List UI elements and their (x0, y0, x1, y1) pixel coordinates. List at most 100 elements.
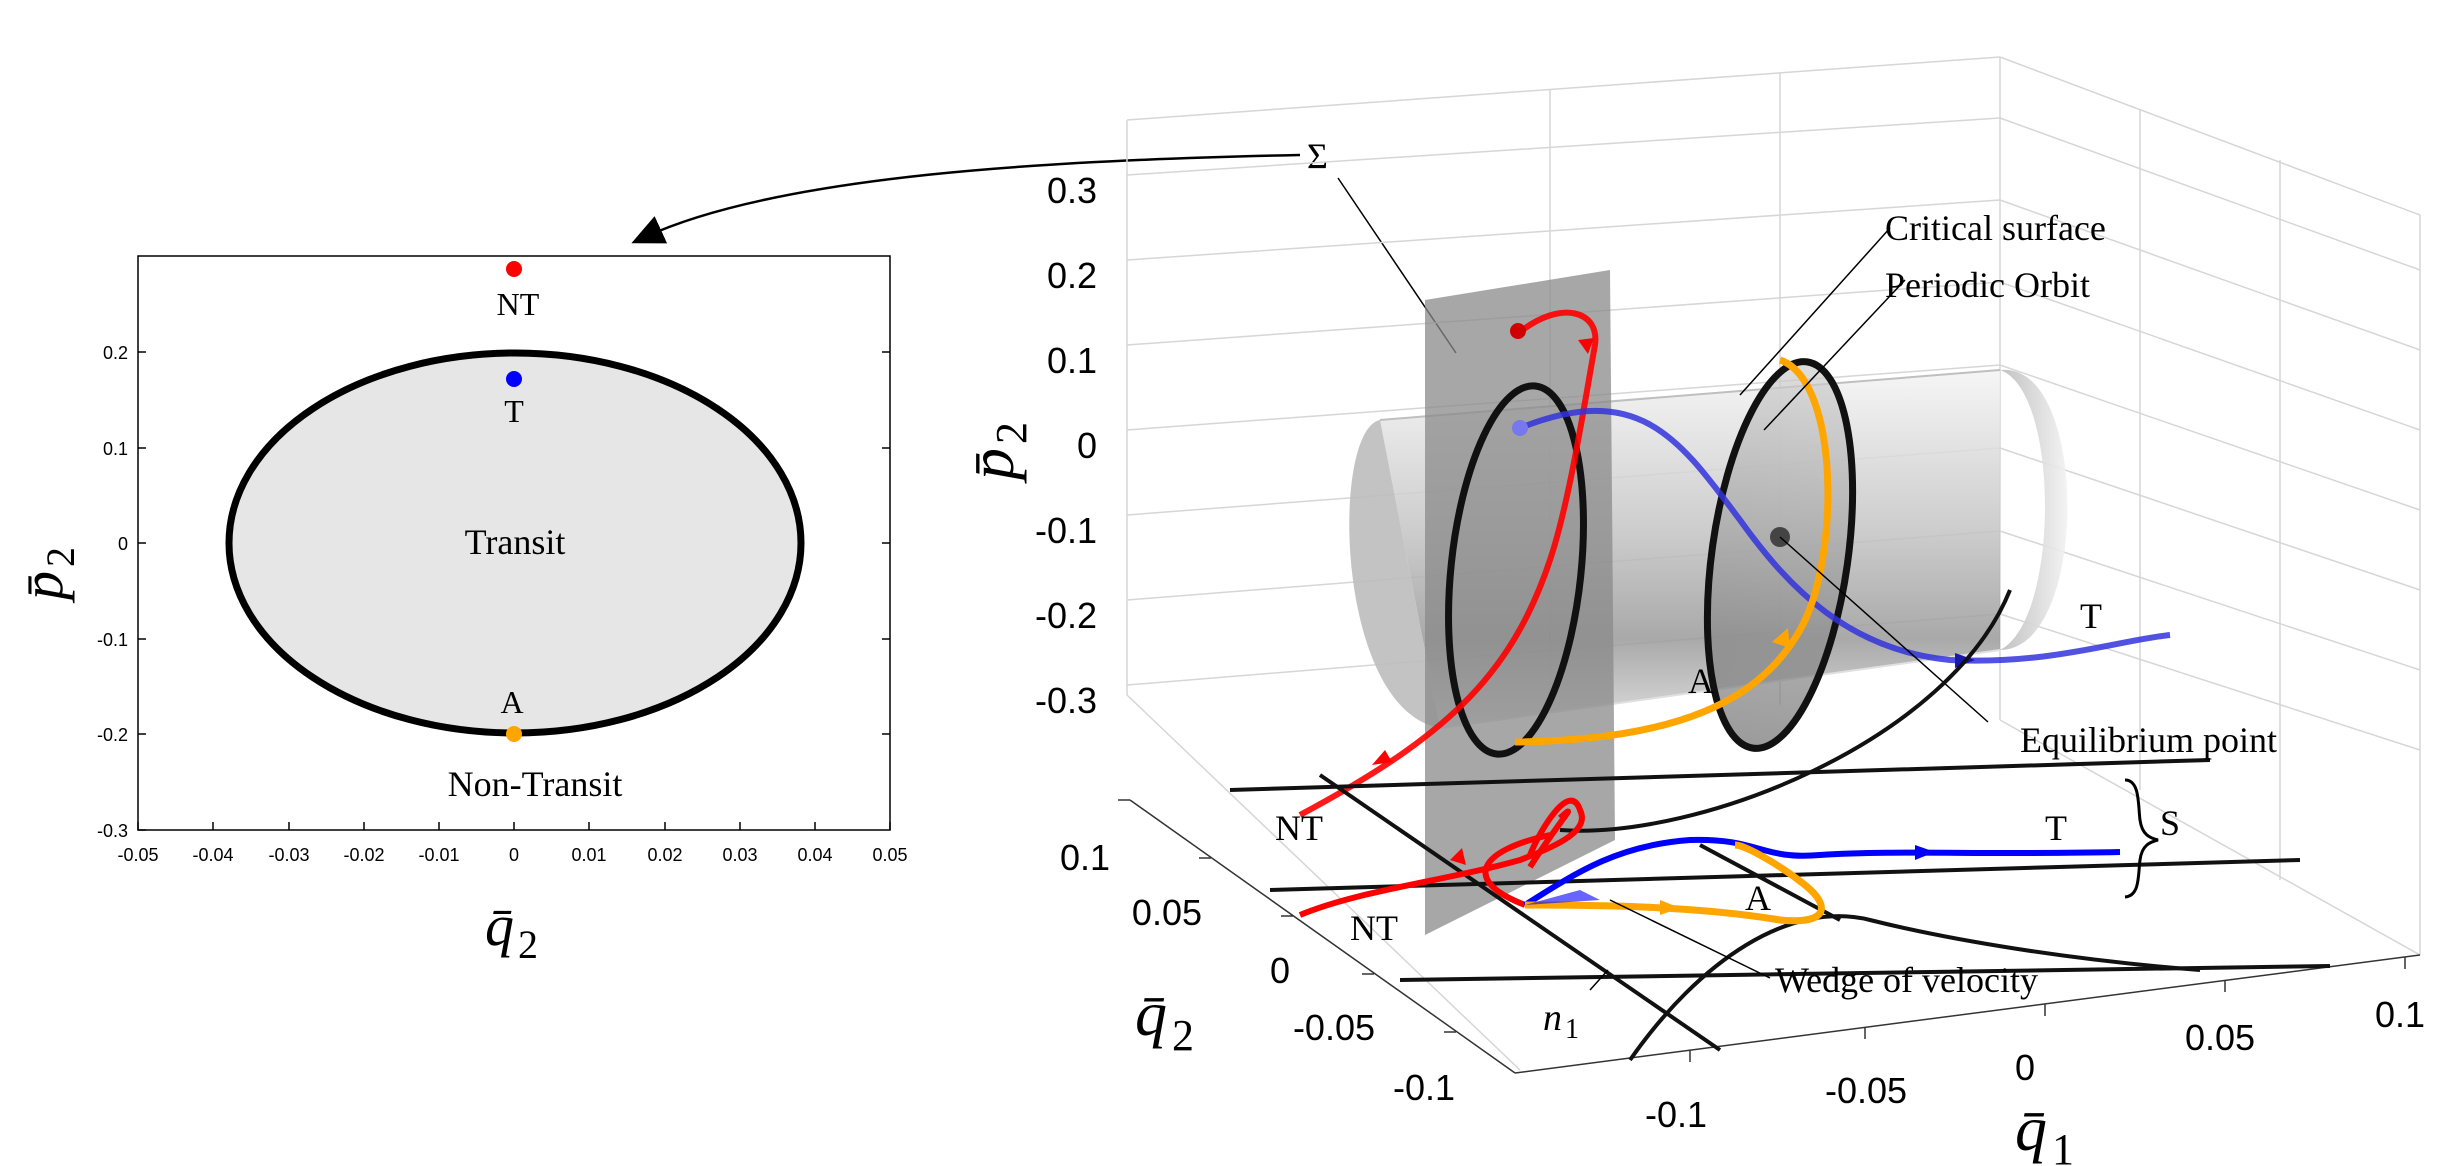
left-ytick: -0.1 (97, 630, 128, 650)
periodic-orbit-disk (1707, 361, 1853, 749)
sigma-label: Σ (1307, 136, 1328, 176)
a-trajectory-upper (1514, 356, 1832, 746)
t-upper-label: T (2080, 596, 2102, 636)
p2-tick: -0.1 (1035, 510, 1097, 551)
wedge-of-velocity (1525, 890, 1600, 905)
nt-start-point (1510, 323, 1526, 339)
nt-lower-label: NT (1350, 908, 1398, 948)
periodic-orbit-label: Periodic Orbit (1885, 265, 2090, 305)
s-label: S (2160, 803, 2180, 843)
left-x-ticks (137, 351, 891, 831)
q2-tick: 0 (1270, 950, 1290, 991)
sigma-arrow (631, 153, 1301, 244)
left-ylabel: p̄ 2 (10, 547, 83, 604)
left-xtick: 0.02 (647, 845, 682, 865)
transit-label: Transit (465, 522, 566, 562)
sigma-plane (1425, 270, 1615, 935)
svg-text:p̄: p̄ (956, 448, 1027, 484)
p2-tick: -0.3 (1035, 680, 1097, 721)
a-trajectory-lower (1524, 841, 1825, 925)
t-trajectory-upper (1518, 408, 2171, 664)
q2-tick: -0.05 (1293, 1007, 1375, 1048)
nt-point (506, 261, 522, 277)
p2-tick: 0.2 (1047, 255, 1097, 296)
q2-axis-label: q̄ 2 (1135, 978, 1194, 1060)
right-plot: 0.3 0.2 0.1 0 -0.1 -0.2 -0.3 0.1 0.05 0 … (956, 56, 2425, 1166)
left-xtick: -0.02 (343, 845, 384, 865)
left-plot: -0.05 -0.04 -0.03 -0.02 -0.01 0 0.01 0.0… (10, 255, 908, 967)
nt-trajectory-lower (1298, 797, 1585, 918)
svg-text:2: 2 (987, 422, 1036, 444)
periodic-orbit-ring (1703, 358, 1857, 752)
nt-upper-label: NT (1275, 808, 1323, 848)
critical-surface-leader (1739, 227, 1891, 396)
nt-lower-loop (1482, 832, 1551, 908)
q1-tick: 0.05 (2185, 1017, 2255, 1058)
q2-tick: 0.1 (1060, 837, 1110, 878)
n1-label: n 1 (1543, 997, 1579, 1045)
q1-axis-label: q̄ 1 (2015, 1093, 2074, 1166)
left-ytick: -0.2 (97, 725, 128, 745)
svg-text:p̄: p̄ (10, 571, 75, 604)
s-brace (2124, 778, 2159, 899)
left-xtick: 0.03 (722, 845, 757, 865)
svg-text:1: 1 (2052, 1125, 2074, 1166)
left-ytick: -0.3 (97, 821, 128, 841)
periodic-orbit-leader (1763, 279, 1906, 431)
p2-axis-label: p̄ 2 (956, 422, 1036, 484)
left-ytick: 0.1 (103, 439, 128, 459)
critical-surface-label: Critical surface (1885, 208, 2106, 248)
equilibrium-leader (1779, 536, 1989, 723)
svg-text:2: 2 (38, 547, 83, 567)
svg-text:q̄: q̄ (485, 893, 514, 958)
a-arrowhead (1772, 628, 1790, 648)
floor-ticks (1118, 799, 2406, 1062)
q2-tick: -0.1 (1393, 1067, 1455, 1108)
t-point-label: T (504, 393, 524, 429)
left-xtick: 0 (509, 845, 519, 865)
svg-text:q̄: q̄ (1135, 978, 1167, 1049)
svg-text:n: n (1543, 997, 1562, 1039)
a-upper-label: A (1688, 661, 1714, 701)
nt-trajectory-upper (1298, 309, 1599, 818)
left-xlabel: q̄ 2 (485, 893, 538, 967)
left-xtick: -0.01 (418, 845, 459, 865)
nt-arrowhead (1578, 338, 1594, 354)
t-point (506, 371, 522, 387)
n1-leader (1589, 969, 1609, 991)
p2-tick: 0.3 (1047, 170, 1097, 211)
svg-text:2: 2 (1172, 1011, 1194, 1060)
nt-lower-arrowhead (1450, 848, 1466, 865)
non-transit-label: Non-Transit (448, 764, 623, 804)
a-point (506, 726, 522, 742)
q1-tick: 0 (2015, 1047, 2035, 1088)
wedge-of-velocity-label: Wedge of velocity (1775, 960, 2038, 1000)
t-trajectory-lower (1523, 836, 2121, 908)
p2-tick: -0.2 (1035, 595, 1097, 636)
t-lower-arrowhead (1915, 845, 1935, 860)
q2-tick: 0.05 (1132, 892, 1202, 933)
t-start-point (1512, 420, 1528, 436)
svg-text:2: 2 (518, 922, 538, 967)
floor-lines (1229, 589, 2331, 1062)
left-xtick: -0.03 (268, 845, 309, 865)
a-lower-arrowhead (1660, 900, 1680, 915)
q1-tick: -0.05 (1825, 1070, 1907, 1111)
svg-text:q̄: q̄ (2015, 1093, 2047, 1164)
left-xtick: -0.04 (192, 845, 233, 865)
critical-surface-ring (1445, 382, 1587, 758)
p2-tick: 0.1 (1047, 340, 1097, 381)
q1-tick: 0.1 (2375, 994, 2425, 1035)
svg-text:1: 1 (1565, 1014, 1579, 1045)
t-lower-label: T (2045, 808, 2067, 848)
nt-point-label: NT (497, 286, 540, 322)
left-xtick: 0.04 (797, 845, 832, 865)
left-xtick: 0.01 (571, 845, 606, 865)
left-ytick: 0.2 (103, 343, 128, 363)
left-ytick: 0 (118, 534, 128, 554)
left-xtick: -0.05 (117, 845, 158, 865)
a-point-label: A (500, 684, 523, 720)
nt-arrowhead (1372, 750, 1392, 765)
a-lower-label: A (1745, 878, 1771, 918)
